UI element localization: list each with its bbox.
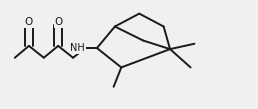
Text: O: O (25, 17, 33, 27)
Text: NH: NH (70, 43, 85, 53)
Text: O: O (54, 17, 62, 27)
